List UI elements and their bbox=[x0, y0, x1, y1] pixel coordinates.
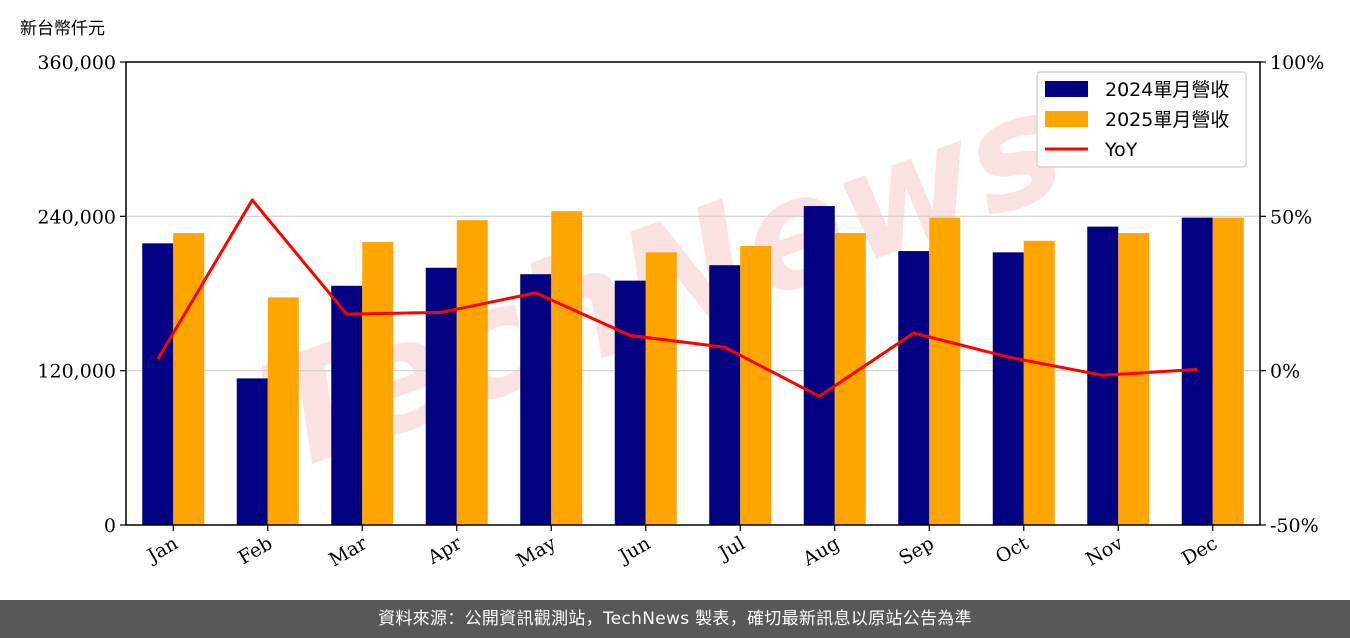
left-tick-label: 360,000 bbox=[37, 52, 116, 74]
x-tick-label: Nov bbox=[1082, 532, 1127, 571]
right-tick-label: 100% bbox=[1270, 52, 1324, 74]
bar-2025-oct bbox=[1023, 240, 1055, 525]
bar-2025-aug bbox=[834, 233, 866, 525]
x-tick-label: Jan bbox=[142, 532, 182, 568]
x-tick-label: Jun bbox=[614, 532, 655, 568]
bar-2025-feb bbox=[267, 297, 299, 525]
chart-canvas: TechNews 0120,000240,000360,000-50%0%50%… bbox=[37, 52, 1324, 572]
legend-swatch bbox=[1045, 81, 1088, 97]
bar-2025-apr bbox=[456, 220, 488, 526]
bars bbox=[142, 206, 1244, 526]
x-tick-label: May bbox=[513, 532, 560, 572]
yoy-line-layer bbox=[156, 198, 1198, 398]
x-tick-label: Dec bbox=[1178, 532, 1221, 570]
bar-2025-sep bbox=[929, 217, 961, 525]
right-tick-label: 50% bbox=[1270, 206, 1312, 228]
x-tick-label: Jul bbox=[714, 532, 749, 565]
legend-label: YoY bbox=[1104, 139, 1138, 161]
legend-label: 2025單月營收 bbox=[1105, 109, 1229, 131]
left-tick-label: 0 bbox=[104, 515, 116, 537]
bar-2025-dec bbox=[1212, 217, 1244, 525]
right-tick-label: -50% bbox=[1270, 515, 1319, 537]
right-tick-label: 0% bbox=[1270, 361, 1300, 383]
bar-2024-mar bbox=[331, 285, 363, 525]
yoy-line bbox=[156, 198, 1198, 398]
bar-2024-feb bbox=[236, 378, 268, 525]
legend-label: 2024單月營收 bbox=[1105, 79, 1229, 101]
legend-box bbox=[1036, 71, 1247, 168]
legend-swatch bbox=[1045, 111, 1088, 127]
plot-frame bbox=[125, 61, 1261, 526]
bar-2024-aug bbox=[803, 206, 835, 526]
bar-2024-jun bbox=[614, 280, 646, 525]
bar-2025-mar bbox=[362, 242, 394, 526]
bar-2025-jun bbox=[645, 252, 677, 525]
x-tick-label: Aug bbox=[798, 532, 843, 571]
source-footer: 資料來源：公開資訊觀測站，TechNews 製表，確切最新訊息以原站公告為準 bbox=[0, 600, 1350, 638]
x-tick-label: Feb bbox=[234, 532, 276, 569]
x-tick-label: Apr bbox=[423, 532, 466, 569]
y-axis-unit-label: 新台幣仟元 bbox=[20, 19, 105, 39]
legend: 2024單月營收 2025單月營收 YoY bbox=[1036, 71, 1247, 168]
left-tick-label: 120,000 bbox=[37, 361, 116, 383]
x-tick-label: Mar bbox=[325, 532, 371, 571]
bar-2024-sep bbox=[898, 251, 930, 525]
bar-2024-jul bbox=[709, 265, 741, 525]
bar-2025-nov bbox=[1118, 233, 1150, 525]
bar-2025-jan bbox=[173, 233, 205, 525]
bar-2024-oct bbox=[992, 252, 1024, 525]
bar-2024-may bbox=[520, 274, 552, 525]
x-tick-label: Oct bbox=[992, 532, 1033, 568]
x-tick-label: Sep bbox=[895, 532, 938, 569]
bar-2025-jul bbox=[740, 245, 772, 526]
bar-2025-may bbox=[551, 211, 583, 525]
bar-2024-apr bbox=[425, 267, 457, 525]
bar-2024-jan bbox=[142, 243, 174, 525]
left-tick-label: 240,000 bbox=[37, 206, 116, 228]
